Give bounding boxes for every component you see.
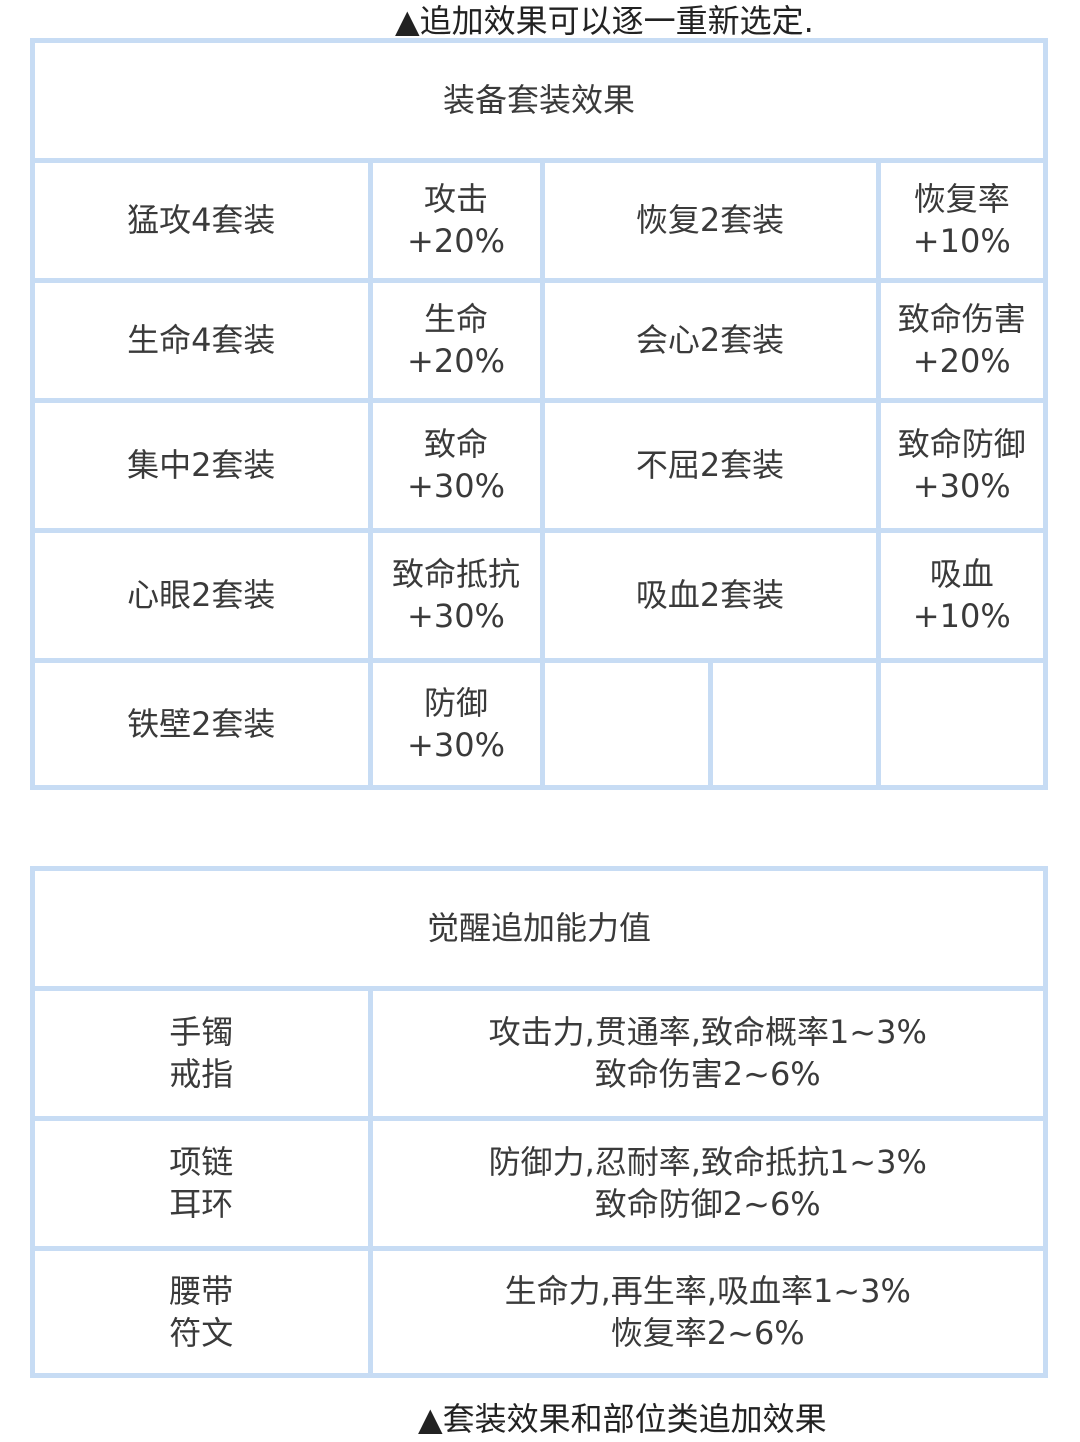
table-cell: 腰带 符文	[35, 1250, 368, 1373]
table-cell: 心眼2套装	[35, 532, 368, 658]
table-cell: 猛攻4套装	[35, 162, 368, 278]
table-cell: 生命4套装	[35, 282, 368, 398]
table-cell: 生命力,再生率,吸血率1~3% 恢复率2~6%	[372, 1250, 1043, 1373]
table-cell: 不屈2套装	[544, 402, 876, 528]
bottom-caption: ▲套装效果和部位类追加效果	[418, 1400, 827, 1438]
table-cell: 致命伤害 +20%	[880, 282, 1043, 398]
table-cell: 手镯 戒指	[35, 990, 368, 1116]
table-cell: 防御力,忍耐率,致命抵抗1~3% 致命防御2~6%	[372, 1120, 1043, 1246]
table-cell: 致命防御 +30%	[880, 402, 1043, 528]
empty-cell	[880, 662, 1043, 785]
table-cell: 项链 耳环	[35, 1120, 368, 1246]
table-cell: 生命 +20%	[372, 282, 540, 398]
table-cell: 防御 +30%	[372, 662, 540, 785]
empty-cell	[712, 662, 876, 785]
table-cell: 致命抵抗 +30%	[372, 532, 540, 658]
table-cell: 吸血 +10%	[880, 532, 1043, 658]
table-cell: 攻击力,贯通率,致命概率1~3% 致命伤害2~6%	[372, 990, 1043, 1116]
table-cell: 恢复率 +10%	[880, 162, 1043, 278]
table-cell: 吸血2套装	[544, 532, 876, 658]
table-cell: 铁壁2套装	[35, 662, 368, 785]
table-cell: 会心2套装	[544, 282, 876, 398]
table: 装备套装效果 猛攻4套装 攻击 +20% 恢复2套装 恢复率 +10% 生命4套装 生命 +…	[30, 38, 1048, 790]
top-caption: ▲追加效果可以逐一重新选定.	[395, 2, 814, 40]
table-cell: 攻击 +20%	[372, 162, 540, 278]
table-cell: 致命 +30%	[372, 402, 540, 528]
table-title: 装备套装效果	[35, 43, 1043, 158]
table-cell: 集中2套装	[35, 402, 368, 528]
empty-cell	[544, 662, 708, 785]
table: 觉醒追加能力值 手镯 戒指 攻击力,贯通率,致命概率1~3% 致命伤害2~6% 项链 …	[30, 866, 1048, 1378]
table-title: 觉醒追加能力值	[35, 871, 1043, 986]
table-cell: 恢复2套装	[544, 162, 876, 278]
